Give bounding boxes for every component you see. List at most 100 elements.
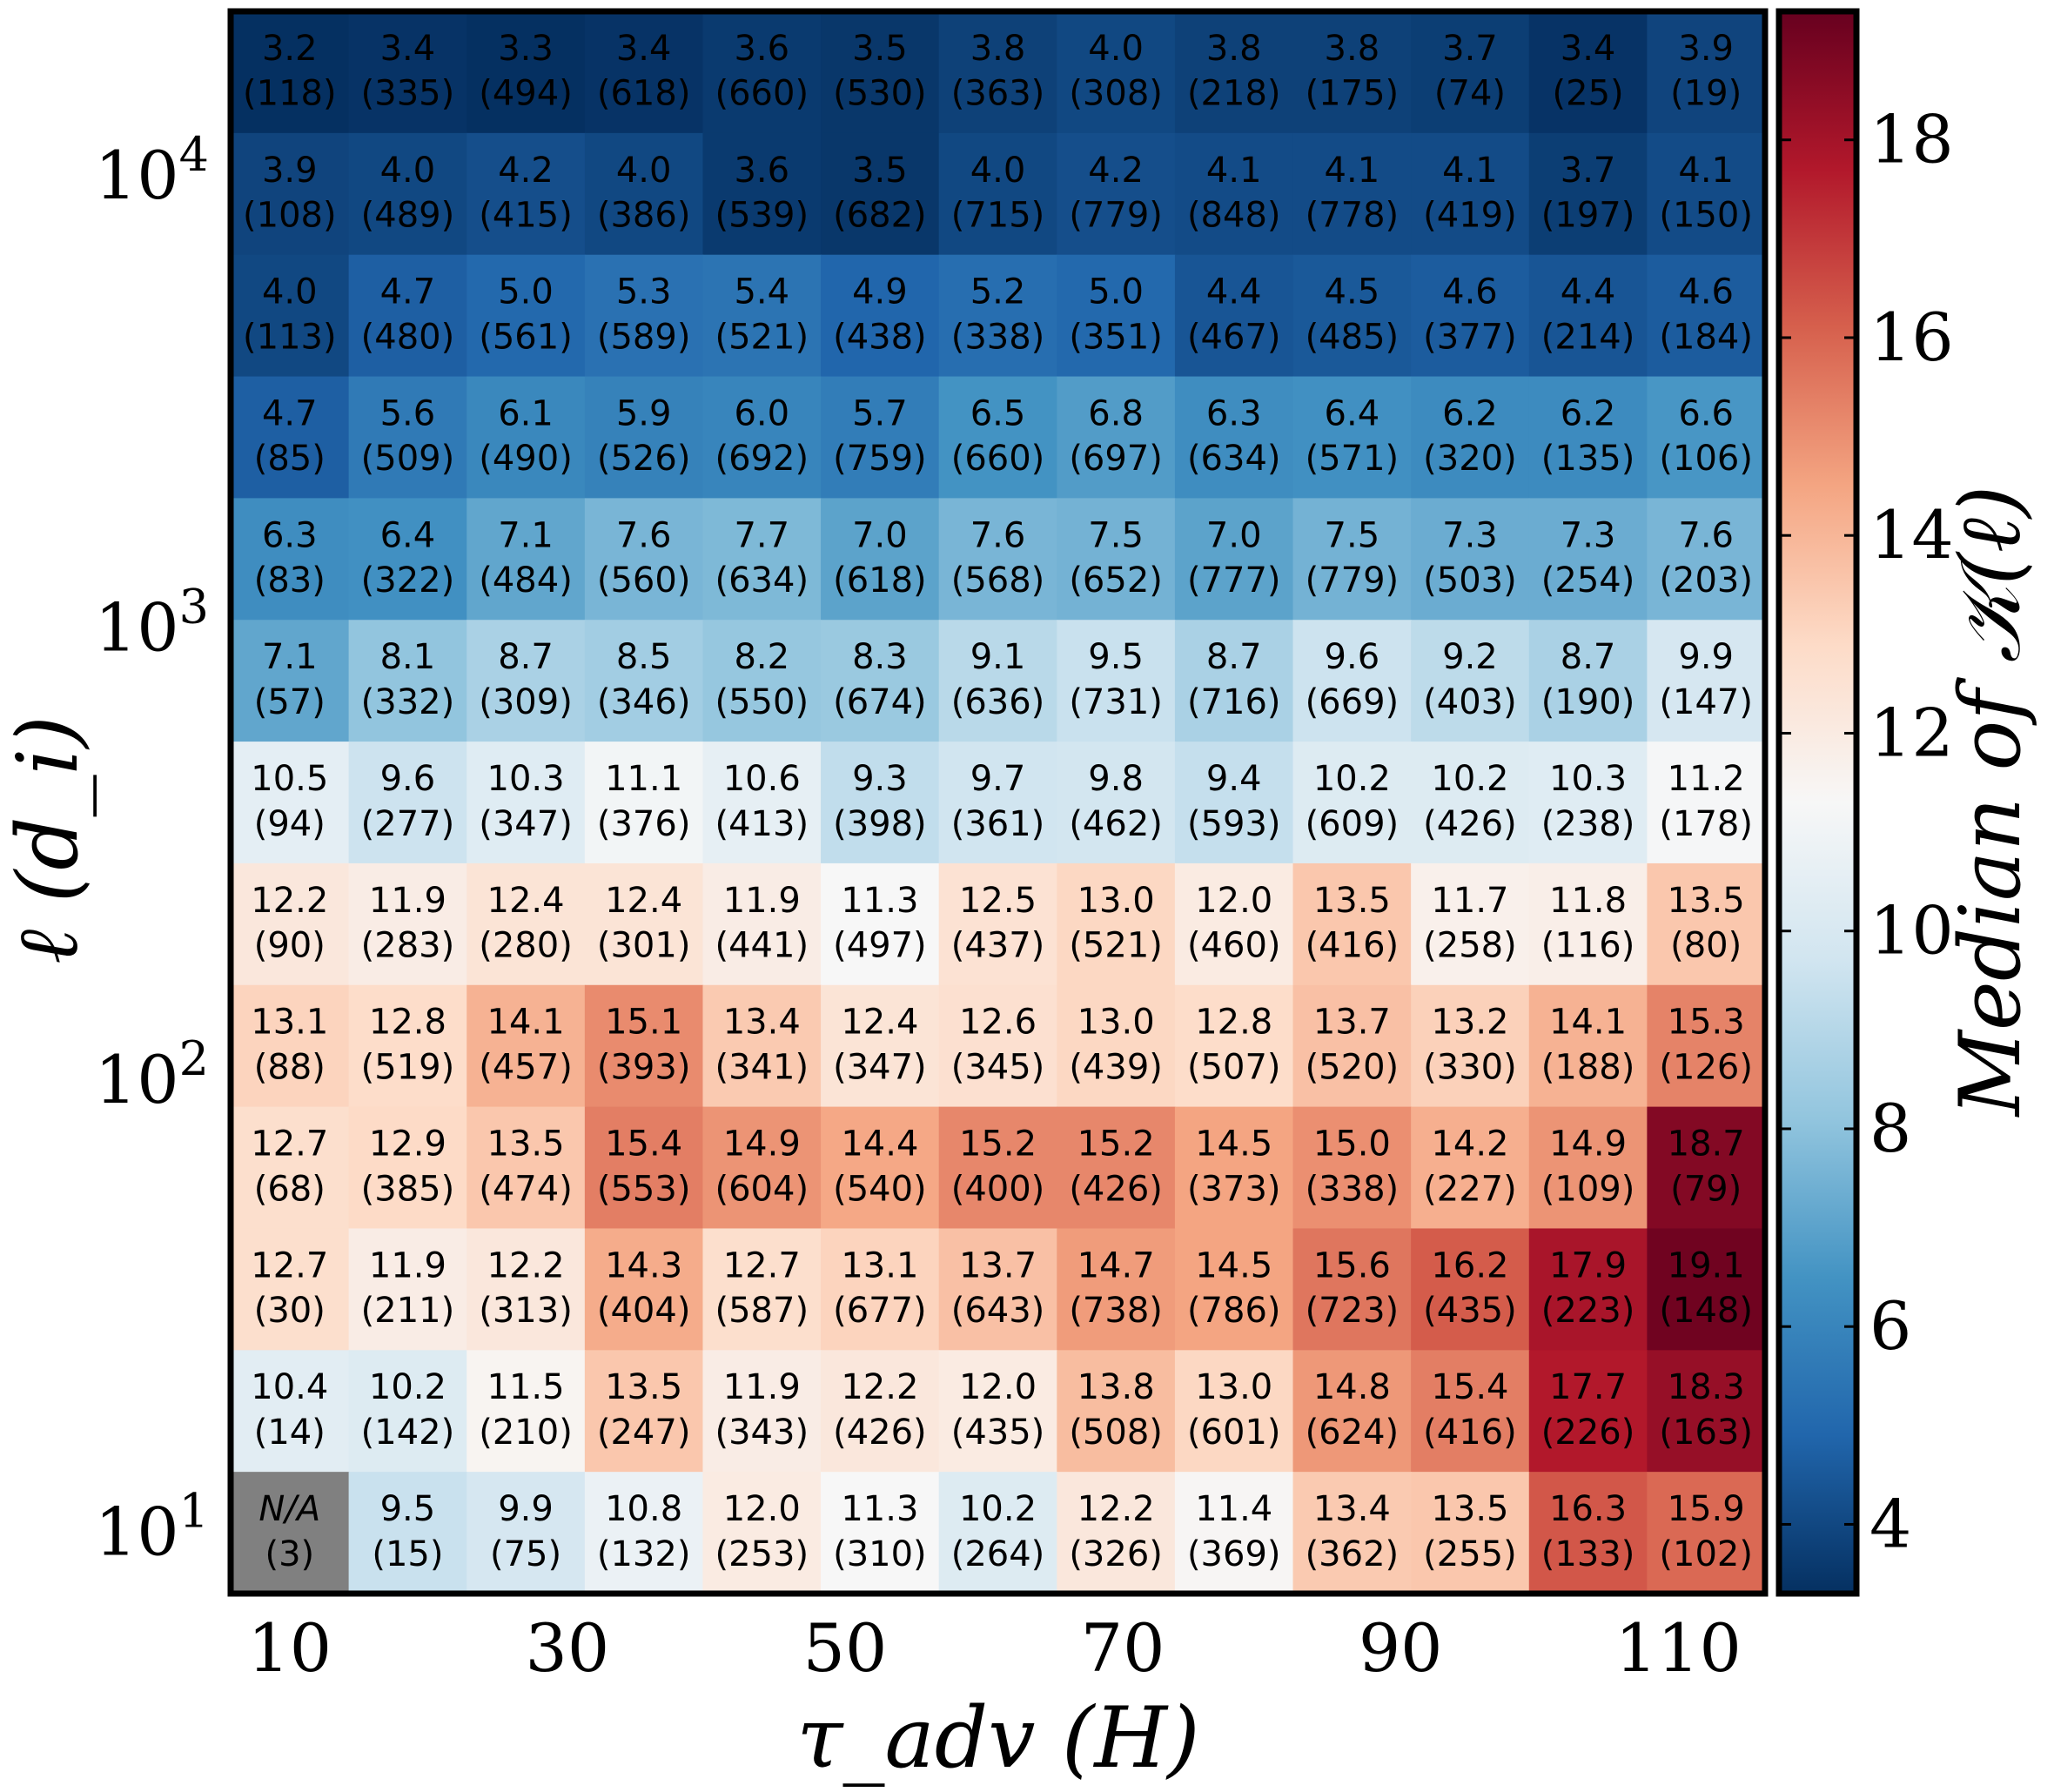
colorbar-tick-label: 14: [1869, 496, 1954, 574]
cell-count-label: (369): [1187, 1534, 1281, 1574]
cell-value-label: 16.2: [1431, 1245, 1508, 1285]
cell-count-label: (74): [1434, 74, 1506, 114]
cell-value-label: 7.6: [970, 515, 1026, 555]
heatmap-cell: [584, 1472, 704, 1594]
heatmap-cell: [821, 1472, 940, 1594]
heatmap-cell: [702, 984, 822, 1108]
heatmap-cell: [1057, 620, 1176, 742]
cell-count-label: (571): [1306, 439, 1400, 479]
cell-value-label: 14.3: [605, 1245, 682, 1285]
cell-value-label: 13.8: [1077, 1367, 1155, 1407]
cell-count-label: (403): [1423, 682, 1517, 722]
heatmap-cell: [1057, 11, 1176, 134]
cell-count-label: (178): [1659, 804, 1753, 844]
heatmap-cell: [348, 984, 468, 1108]
heatmap-cell: [231, 498, 350, 621]
cell-count-label: (539): [715, 196, 809, 236]
cell-count-label: (484): [479, 560, 573, 601]
heatmap-cell: [938, 862, 1058, 986]
heatmap-cell: [1292, 984, 1412, 1108]
cell-count-label: (150): [1659, 196, 1753, 236]
heatmap-cell: [1174, 742, 1294, 864]
x-tick-label: 70: [1081, 1609, 1165, 1687]
cell-value-label: 6.8: [1088, 393, 1144, 433]
cell-value-label: 10.2: [1431, 759, 1508, 799]
heatmap-cell: [938, 132, 1058, 256]
heatmap-cell: [1411, 132, 1530, 256]
cell-count-label: (636): [951, 682, 1045, 722]
cell-count-label: (682): [833, 196, 927, 236]
y-tick-label: 102: [95, 1031, 209, 1118]
cell-value-label: 11.8: [1549, 881, 1627, 921]
cell-count-label: (377): [1423, 317, 1517, 357]
cell-value-label: 4.0: [380, 151, 436, 191]
cell-count-label: (75): [490, 1534, 561, 1574]
cell-value-label: 12.2: [487, 1245, 565, 1285]
cell-count-label: (393): [597, 1047, 691, 1087]
cell-count-label: (109): [1541, 1169, 1635, 1209]
cell-value-label: 5.0: [1088, 272, 1144, 312]
cell-count-label: (404): [597, 1291, 691, 1331]
cell-count-label: (376): [597, 804, 691, 844]
cell-value-label: 12.8: [369, 1003, 446, 1043]
heatmap-cell: [1292, 376, 1412, 500]
cell-value-label: 4.0: [970, 151, 1026, 191]
heatmap-cell: [821, 498, 940, 621]
cell-value-label: 12.9: [369, 1124, 446, 1164]
cell-value-label: 4.9: [852, 272, 908, 312]
cell-count-label: (759): [833, 439, 927, 479]
cell-value-label: 11.2: [1668, 759, 1745, 799]
cell-count-label: (494): [479, 74, 573, 114]
cell-count-label: (3): [265, 1534, 314, 1574]
cell-value-label: 15.4: [1431, 1367, 1508, 1407]
cell-count-label: (85): [254, 439, 326, 479]
cell-count-label: (460): [1187, 926, 1281, 966]
cell-count-label: (413): [715, 804, 809, 844]
cell-count-label: (660): [715, 74, 809, 114]
cell-count-label: (343): [715, 1413, 809, 1453]
cell-count-label: (347): [479, 804, 573, 844]
cell-value-label: 9.5: [1088, 637, 1144, 677]
cell-count-label: (277): [361, 804, 455, 844]
cell-count-label: (677): [833, 1291, 927, 1331]
heatmap-cell: [1528, 498, 1648, 621]
cell-count-label: (697): [1069, 439, 1163, 479]
heatmap-cell: [938, 11, 1058, 134]
cell-count-label: (568): [951, 560, 1045, 601]
cell-count-label: (142): [361, 1413, 455, 1453]
cell-value-label: 13.7: [959, 1245, 1037, 1285]
cell-value-label: 12.2: [841, 1367, 918, 1407]
heatmap-cell: [348, 254, 468, 378]
cell-value-label: 10.3: [1549, 759, 1627, 799]
cell-count-label: (386): [597, 196, 691, 236]
cell-count-label: (540): [833, 1169, 927, 1209]
cell-value-label: 13.4: [1313, 1489, 1391, 1529]
cell-count-label: (253): [715, 1534, 809, 1574]
heatmap-cell: [584, 1106, 704, 1230]
heatmap-cell: [821, 1350, 940, 1473]
cell-value-label: 8.3: [852, 637, 908, 677]
heatmap-cell: [1174, 254, 1294, 378]
cell-value-label: 9.9: [498, 1489, 554, 1529]
heatmap-cell: [1411, 11, 1530, 134]
cell-count-label: (326): [1069, 1534, 1163, 1574]
cell-value-label: 12.4: [841, 1003, 918, 1043]
cell-value-label: 9.2: [1442, 637, 1498, 677]
cell-count-label: (416): [1423, 1413, 1517, 1453]
cell-count-label: (509): [361, 439, 455, 479]
heatmap-cell: [1292, 1106, 1412, 1230]
heatmap-cell: [702, 1228, 822, 1352]
colorbar-tick-label: 18: [1869, 101, 1954, 178]
cell-value-label: 10.6: [723, 759, 801, 799]
cell-value-label: 13.7: [1313, 1003, 1391, 1043]
cell-count-label: (618): [833, 560, 927, 601]
heatmap-cell: [821, 1228, 940, 1352]
cell-count-label: (560): [597, 560, 691, 601]
cell-count-label: (126): [1659, 1047, 1753, 1087]
heatmap-cell: [584, 1350, 704, 1473]
cell-count-label: (255): [1423, 1534, 1517, 1574]
cell-value-label: 5.3: [616, 272, 672, 312]
cell-value-label: 12.0: [723, 1489, 801, 1529]
cell-value-label: 4.0: [262, 272, 318, 312]
